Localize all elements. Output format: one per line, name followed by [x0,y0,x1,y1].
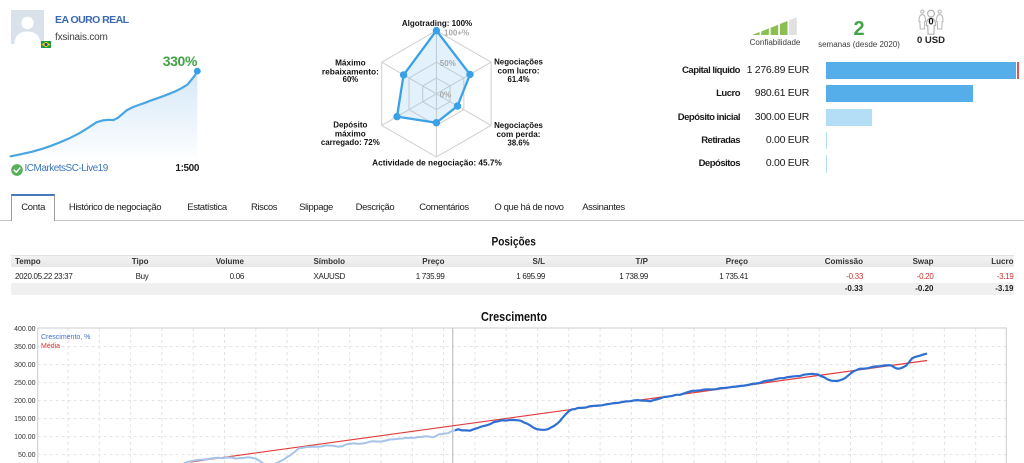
svg-text:Máximo: Máximo [335,59,366,68]
svg-text:150.00: 150.00 [14,416,36,423]
svg-text:rebaixamento:: rebaixamento: [322,67,379,76]
svg-text:Actividade de negociação: 45.7: Actividade de negociação: 45.7% [372,159,502,168]
svg-text:carregado: 72%: carregado: 72% [321,138,380,147]
svg-text:máximo: máximo [335,130,366,139]
svg-text:250.00: 250.00 [14,380,36,387]
svg-text:Crescimento: Crescimento [481,309,547,324]
svg-text:100+%: 100+% [444,29,469,38]
svg-text:100.00: 100.00 [14,434,36,441]
svg-text:Negociações: Negociações [494,58,543,67]
svg-text:38.6%: 38.6% [508,138,530,147]
svg-text:300.00: 300.00 [14,362,36,369]
svg-text:Negociações: Negociações [494,121,543,130]
svg-text:0%: 0% [440,91,452,100]
svg-text:60%: 60% [343,75,359,84]
svg-text:com lucro:: com lucro: [498,66,540,75]
svg-text:0: 0 [928,17,933,28]
svg-text:Algotrading: 100%: Algotrading: 100% [402,19,472,28]
svg-text:350.00: 350.00 [14,344,36,351]
svg-text:50%: 50% [440,59,456,68]
svg-text:61.4%: 61.4% [508,75,530,84]
svg-text:50.00: 50.00 [18,452,36,459]
svg-text:200.00: 200.00 [14,398,36,405]
svg-text:Média: Média [41,343,60,350]
svg-text:com perda:: com perda: [497,130,541,139]
svg-text:Posições: Posições [491,235,536,249]
svg-text:Crescimento, %: Crescimento, % [41,334,90,341]
svg-text:Depósito: Depósito [333,121,367,130]
svg-text:400.00: 400.00 [14,326,36,333]
